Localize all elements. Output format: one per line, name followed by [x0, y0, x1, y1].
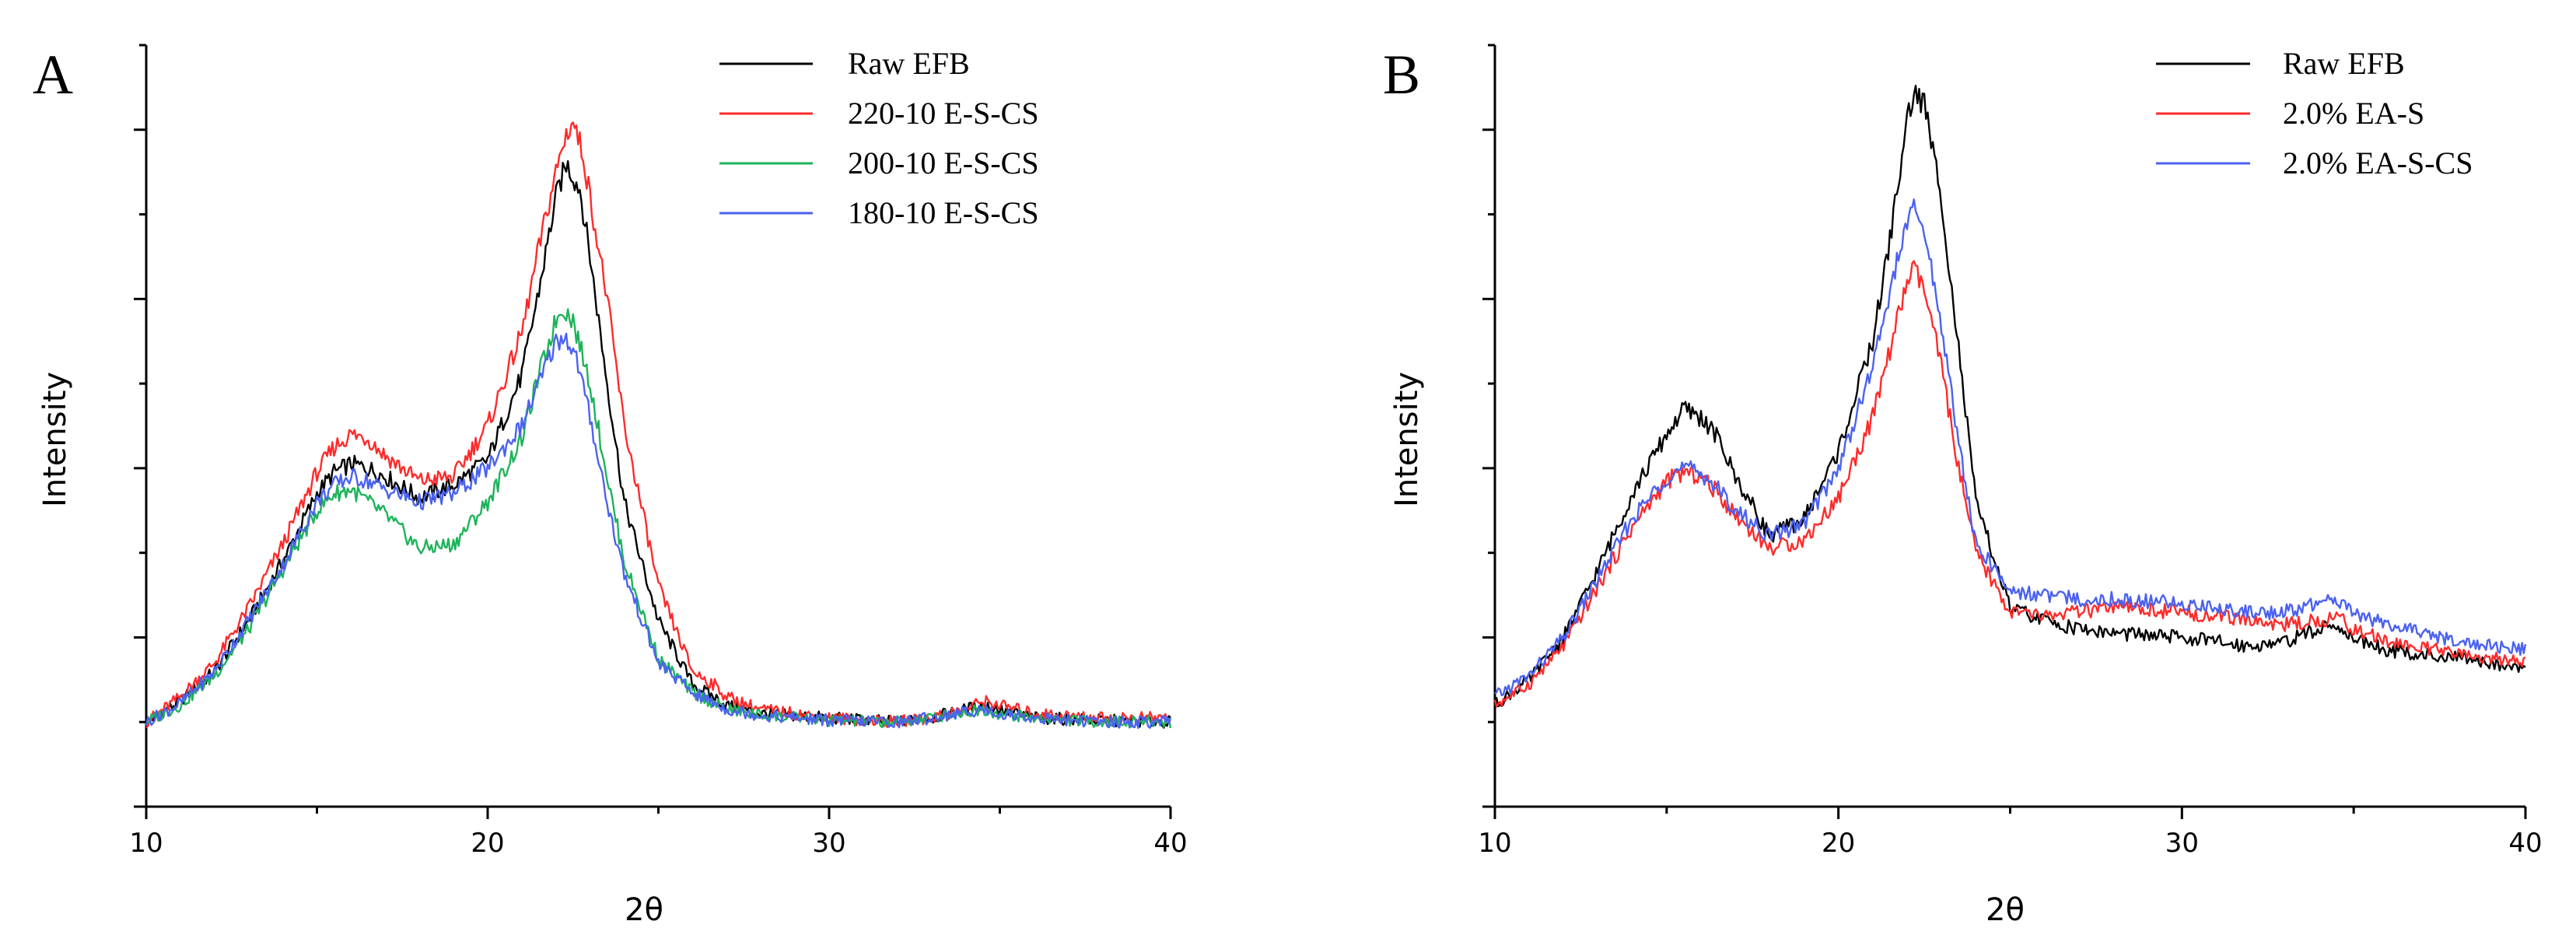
axes-a: 10 20 30 40 — [129, 44, 1188, 859]
legend-label-b-raw-efb: Raw EFB — [2283, 46, 2405, 81]
legend-b: Raw EFB 2.0% EA-S 2.0% EA-S-CS — [2156, 46, 2473, 180]
x-tick-label-a-30: 30 — [812, 828, 845, 859]
x-tick-label-b-30: 30 — [2165, 828, 2199, 859]
x-tick-label-b-40: 40 — [2508, 828, 2542, 859]
x-tick-label-a-40: 40 — [1153, 828, 1187, 859]
series-line-a-180-10-e-s-cs — [145, 332, 1172, 730]
legend-a: Raw EFB 220-10 E-S-CS 200-10 E-S-CS 180-10 … — [719, 46, 1039, 230]
chart-panel-a: A 10 20 30 40 Intensity 2θ Raw EFB 220-10 E-… — [33, 44, 1188, 928]
chart-panel-b: B 10 20 30 40 Intensity 2θ Raw EFB 2.0% EA-S… — [1383, 44, 2543, 928]
legend-label-a-180-10-e-s-cs: 180-10 E-S-CS — [848, 195, 1039, 230]
legend-label-a-200-10-e-s-cs: 200-10 E-S-CS — [848, 145, 1039, 180]
legend-label-a-raw-efb: Raw EFB — [848, 46, 970, 81]
legend-label-b-2-0pct-ea-s-cs: 2.0% EA-S-CS — [2283, 145, 2473, 180]
panel-label-b: B — [1383, 44, 1420, 106]
series-line-b-2-0pct-ea-s — [1493, 260, 2526, 708]
x-tick-label-b-10: 10 — [1478, 828, 1511, 859]
x-tick-label-a-20: 20 — [471, 828, 504, 859]
axes-b: 10 20 30 40 — [1478, 44, 2543, 859]
x-tick-label-a-10: 10 — [129, 828, 163, 859]
panel-label-a: A — [33, 44, 73, 106]
series-line-a-raw-efb — [145, 159, 1171, 729]
series-group-a — [145, 121, 1172, 730]
y-axis-title-a: Intensity — [37, 372, 73, 507]
series-line-a-220-10-e-s-cs — [145, 121, 1171, 729]
y-axis-title-b: Intensity — [1389, 372, 1425, 507]
x-axis-title-b: 2θ — [1986, 892, 2025, 928]
series-line-b-2-0pct-ea-s-cs — [1494, 198, 2527, 697]
x-axis-title-a: 2θ — [625, 892, 663, 928]
x-tick-label-b-20: 20 — [1822, 828, 1855, 859]
legend-label-b-2-0pct-ea-s: 2.0% EA-S — [2283, 96, 2424, 131]
series-group-b — [1493, 84, 2527, 708]
legend-label-a-220-10-e-s-cs: 220-10 E-S-CS — [848, 96, 1039, 131]
